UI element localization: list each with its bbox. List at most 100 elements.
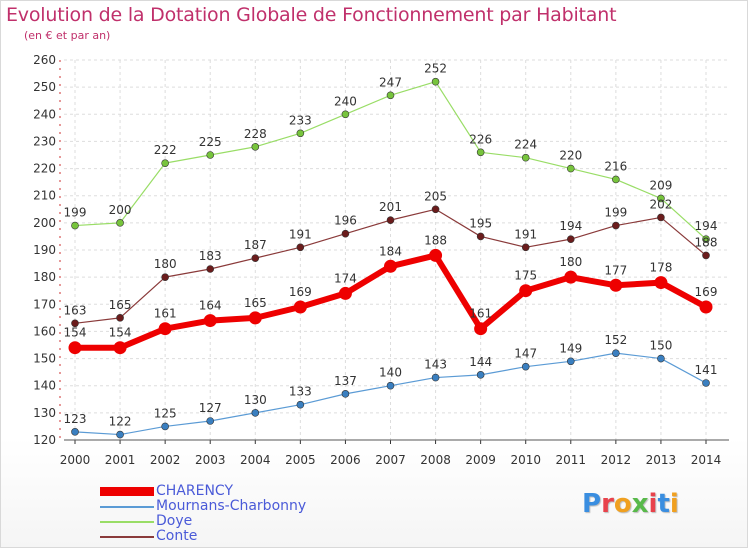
data-point [338,286,352,300]
x-tick-label: 2006 [330,453,361,467]
data-point [699,300,713,314]
data-label: 226 [469,132,492,146]
data-point [116,430,124,439]
data-label: 163 [64,303,87,317]
data-point [612,221,620,230]
data-point [566,164,575,173]
data-label: 188 [424,233,447,247]
data-point [521,243,530,252]
logo-letter: x [631,489,649,519]
data-point [657,194,665,203]
data-point [474,322,488,336]
data-label: 194 [695,219,718,233]
chart-legend: CHARENCY Mournans-Charbonny Doye Conte [100,484,306,544]
y-tick-label: 210 [33,189,56,203]
data-point [386,91,395,100]
y-tick-label: 250 [33,80,56,94]
data-label: 188 [695,235,718,249]
data-label: 194 [559,219,582,233]
data-label: 224 [514,138,537,152]
data-point [161,422,169,431]
data-label: 140 [379,366,402,380]
x-tick-label: 2000 [60,453,91,467]
data-point [116,314,124,322]
data-point [566,357,575,366]
data-point [657,213,665,222]
data-label: 130 [244,393,267,407]
data-label: 191 [514,227,537,241]
data-label: 143 [424,358,447,372]
legend-swatch [100,535,154,538]
logo-letter: r [601,489,614,519]
data-point [206,151,215,159]
data-label: 216 [604,159,627,173]
data-label: 178 [649,261,672,275]
data-label: 222 [154,143,177,157]
legend-swatch [100,487,154,496]
x-tick-label: 2013 [646,453,677,467]
data-point [341,390,350,398]
y-tick-label: 170 [33,297,56,311]
data-label: 187 [244,238,267,252]
data-point [161,159,169,167]
data-point [203,314,217,328]
legend-label: Conte [156,528,198,544]
data-point [293,300,307,314]
data-label: 152 [604,333,627,347]
logo-letter: i [669,489,679,519]
y-tick-label: 150 [33,352,56,366]
y-tick-label: 180 [33,270,56,284]
data-label: 195 [469,216,492,230]
y-tick-label: 140 [33,379,56,393]
data-point [341,110,350,119]
data-point [248,311,262,325]
data-label: 137 [334,374,357,388]
chart-title: Evolution de la Dotation Globale de Fonc… [6,4,617,26]
data-point [521,153,530,162]
data-label: 164 [199,299,222,313]
data-label: 174 [334,271,357,285]
data-point [612,175,620,184]
x-tick-label: 2011 [556,453,587,467]
data-point [68,341,82,355]
logo-letter: P [582,489,602,519]
data-label: 144 [469,355,492,369]
data-point [564,270,578,284]
data-point [71,428,79,436]
data-label: 154 [109,326,132,340]
data-point [654,276,668,290]
data-label: 199 [64,206,87,220]
data-point [206,265,215,273]
y-tick-label: 200 [33,216,56,230]
data-label: 127 [199,401,222,415]
data-point [386,381,395,390]
data-label: 149 [559,341,582,355]
data-point [71,319,79,328]
data-label: 205 [424,189,447,203]
data-label: 180 [559,255,582,269]
x-tick-label: 2002 [150,453,181,467]
data-point [158,322,172,336]
x-tick-label: 2009 [465,453,496,467]
data-label: 196 [334,214,357,228]
x-tick-label: 2012 [601,453,632,467]
data-label: 123 [64,412,87,426]
data-point [431,77,440,86]
data-label: 220 [559,149,582,163]
data-point [612,349,620,357]
data-point [566,235,575,243]
data-point [296,129,305,138]
x-tick-label: 2003 [195,453,226,467]
data-point [384,259,397,273]
y-tick-label: 230 [33,134,56,148]
data-label: 154 [64,326,87,340]
data-point [521,362,530,371]
data-label: 175 [514,269,537,283]
data-label: 165 [109,298,132,312]
data-label: 200 [109,203,132,217]
data-point [476,371,485,379]
legend-swatch [100,520,154,523]
data-point [251,254,260,262]
logo-letter: o [613,489,632,519]
legend-label: Mournans-Charbonny [156,498,307,514]
